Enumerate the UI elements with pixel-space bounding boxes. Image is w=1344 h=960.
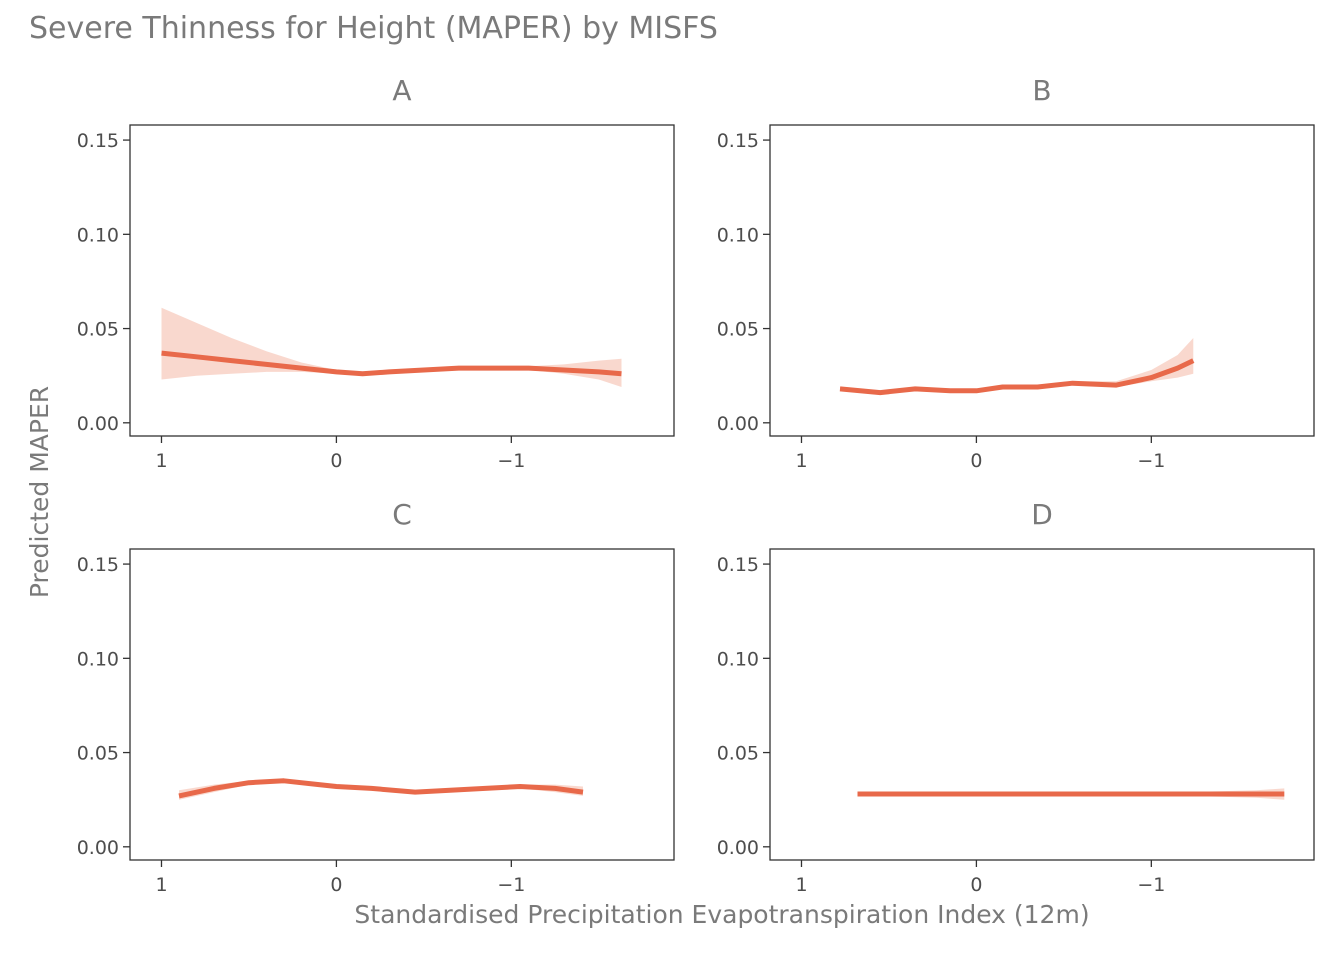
x-axis-title: Standardised Precipitation Evapotranspir… — [354, 900, 1089, 929]
x-tick-label: −1 — [1137, 874, 1165, 896]
x-tick-label: 0 — [330, 450, 342, 472]
y-tick-label: 0.00 — [717, 413, 759, 435]
chart-title: Severe Thinness for Height (MAPER) by MI… — [29, 11, 718, 46]
y-tick-label: 0.05 — [717, 743, 759, 765]
y-tick-label: 0.05 — [77, 743, 119, 765]
panel-a: A 0.00 0.05 0.10 0.15 1 0 −1 — [77, 74, 675, 472]
panel-d: D 0.00 0.05 0.10 0.15 1 0 −1 — [717, 498, 1315, 896]
panel-label: B — [1032, 74, 1051, 107]
panel-frame — [769, 124, 1315, 437]
panel-label: D — [1031, 498, 1053, 531]
prediction-line — [178, 778, 584, 799]
x-tick-label: 1 — [795, 874, 807, 896]
y-tick-label: 0.15 — [77, 554, 119, 576]
y-tick-label: 0.00 — [717, 837, 759, 859]
y-tick-label: 0.10 — [77, 648, 119, 670]
panel-label: C — [392, 498, 412, 531]
panel-frame — [769, 548, 1315, 861]
y-tick-label: 0.10 — [77, 224, 119, 246]
prediction-line — [839, 358, 1195, 396]
y-tick-label: 0.10 — [717, 648, 759, 670]
confidence-ribbon — [161, 307, 622, 387]
x-tick-label: 1 — [155, 874, 167, 896]
panel-frame — [129, 124, 675, 437]
facet-panels: A 0.00 0.05 0.10 0.15 1 0 −1 B 0.00 0.05 0.10 0.15 1 0… — [77, 74, 1315, 896]
y-tick-label: 0.10 — [717, 224, 759, 246]
y-tick-label: 0.15 — [77, 130, 119, 152]
panel-frame — [129, 548, 675, 861]
x-tick-label: 1 — [155, 450, 167, 472]
x-tick-label: 1 — [795, 450, 807, 472]
x-tick-label: 0 — [970, 450, 982, 472]
y-tick-label: 0.15 — [717, 554, 759, 576]
y-tick-label: 0.05 — [717, 319, 759, 341]
y-tick-label: 0.00 — [77, 837, 119, 859]
panel-b: B 0.00 0.05 0.10 0.15 1 0 −1 — [717, 74, 1315, 472]
y-tick-label: 0.05 — [77, 319, 119, 341]
x-tick-label: 0 — [330, 874, 342, 896]
y-tick-label: 0.15 — [717, 130, 759, 152]
panel-c: C 0.00 0.05 0.10 0.15 1 0 −1 — [77, 498, 675, 896]
prediction-line — [161, 350, 622, 377]
y-tick-label: 0.00 — [77, 413, 119, 435]
x-tick-label: −1 — [497, 450, 525, 472]
y-axis-title: Predicted MAPER — [25, 386, 54, 598]
panel-label: A — [392, 74, 411, 107]
x-tick-label: 0 — [970, 874, 982, 896]
x-tick-label: −1 — [1137, 450, 1165, 472]
x-tick-label: −1 — [497, 874, 525, 896]
